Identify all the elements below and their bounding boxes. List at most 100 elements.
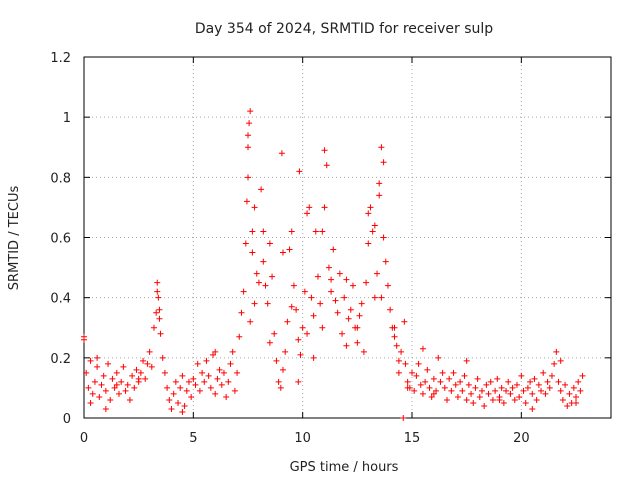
y-tick-label: 0 (63, 412, 71, 427)
data-point (415, 360, 422, 367)
data-point (332, 297, 339, 304)
data-point (354, 339, 361, 346)
data-point (284, 318, 291, 325)
data-point (113, 381, 120, 388)
data-point (323, 162, 330, 169)
data-point (89, 390, 96, 397)
data-point (538, 387, 545, 394)
data-point (485, 390, 492, 397)
data-point (371, 222, 378, 229)
data-point (234, 369, 241, 376)
data-point (369, 228, 376, 235)
data-point (87, 357, 94, 364)
data-point (540, 369, 547, 376)
data-point (380, 159, 387, 166)
data-point (513, 381, 520, 388)
data-point (573, 393, 580, 400)
data-point (559, 396, 566, 403)
data-point (91, 378, 98, 385)
data-point (496, 396, 503, 403)
y-tick-label: 0.8 (50, 171, 71, 186)
data-point (282, 348, 289, 355)
data-point (433, 387, 440, 394)
data-point (146, 348, 153, 355)
data-point (535, 381, 542, 388)
data-point (212, 390, 219, 397)
data-point (277, 384, 284, 391)
data-point (343, 276, 350, 283)
data-point (411, 387, 418, 394)
data-point (308, 294, 315, 301)
grid-layer (84, 57, 611, 418)
data-point (140, 357, 147, 364)
data-point (185, 378, 192, 385)
data-point (483, 381, 490, 388)
data-point (356, 312, 363, 319)
data-point (150, 324, 157, 331)
data-point (310, 354, 317, 361)
data-point (137, 369, 144, 376)
data-point (401, 318, 408, 325)
data-point (402, 360, 409, 367)
data-point (258, 186, 265, 193)
data-point (409, 369, 416, 376)
data-point (564, 402, 571, 409)
data-point (216, 366, 223, 373)
data-point (457, 378, 464, 385)
data-point (107, 396, 114, 403)
data-point (271, 330, 278, 337)
data-point (476, 393, 483, 400)
data-point (378, 294, 385, 301)
data-point (511, 396, 518, 403)
data-point (266, 240, 273, 247)
data-point (546, 384, 553, 391)
data-point (503, 387, 510, 394)
data-point (98, 381, 105, 388)
data-point (454, 393, 461, 400)
data-point (223, 393, 230, 400)
data-point (542, 390, 549, 397)
data-point (81, 336, 87, 343)
data-point (126, 396, 133, 403)
data-point (251, 204, 258, 211)
data-point (341, 294, 348, 301)
data-point (562, 381, 569, 388)
data-point (113, 369, 120, 376)
data-point (553, 348, 560, 355)
data-point (363, 279, 370, 286)
data-point (463, 396, 470, 403)
data-point (492, 387, 499, 394)
data-point (266, 339, 273, 346)
data-point (518, 372, 525, 379)
data-point (296, 168, 303, 175)
data-point (398, 348, 405, 355)
data-point (334, 309, 341, 316)
data-point (575, 378, 582, 385)
data-point (566, 390, 573, 397)
data-point (312, 228, 319, 235)
data-point (288, 303, 295, 310)
data-point (426, 384, 433, 391)
data-point (297, 351, 304, 358)
data-point (419, 390, 426, 397)
data-point (391, 333, 398, 340)
data-point (109, 375, 116, 382)
data-point (227, 360, 234, 367)
y-tick-label: 0.2 (50, 352, 71, 367)
data-point (212, 348, 219, 355)
data-point (96, 393, 103, 400)
data-point (83, 369, 90, 376)
data-point (188, 393, 195, 400)
data-point (465, 381, 472, 388)
data-point (238, 309, 245, 316)
data-point (288, 228, 295, 235)
data-point (279, 366, 286, 373)
data-point (551, 360, 558, 367)
data-point (262, 282, 269, 289)
data-point (557, 357, 564, 364)
data-point (196, 387, 203, 394)
data-point (260, 258, 267, 265)
data-point (544, 378, 551, 385)
data-point (293, 306, 300, 313)
